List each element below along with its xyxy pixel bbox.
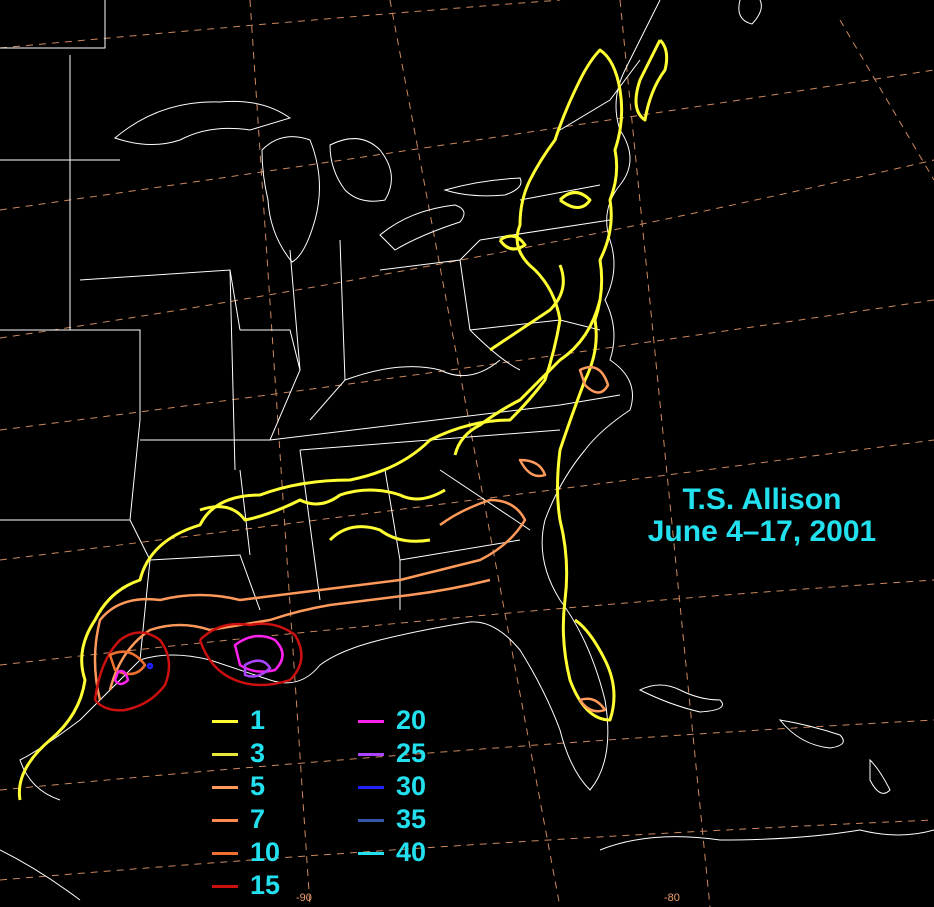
contour-10-15-inch: [93, 622, 303, 712]
map-title: T.S. Allison June 4–17, 2001: [612, 484, 912, 548]
legend-value: 3: [250, 738, 266, 768]
legend-value: 30: [396, 771, 427, 801]
legend-value: 20: [396, 705, 427, 735]
legend-value: 5: [250, 771, 266, 801]
longitude-label-80: -80: [664, 892, 680, 904]
date-range: June 4–17, 2001: [647, 515, 877, 548]
storm-name: T.S. Allison: [682, 483, 842, 516]
legend-swatch: [212, 819, 238, 822]
legend-value: 35: [396, 804, 427, 834]
contour-5-7-inch: [93, 365, 610, 713]
legend-swatch: [358, 786, 384, 789]
legend-value: 7: [250, 804, 266, 834]
legend-swatch: [212, 852, 238, 855]
contour-20-30-inch: [113, 634, 284, 686]
legend-swatch: [212, 753, 238, 756]
legend-value: 15: [250, 870, 281, 900]
legend-swatch: [358, 720, 384, 723]
longitude-label-90: -90: [296, 892, 312, 904]
legend-value: 1: [250, 705, 266, 735]
legend-swatch: [212, 786, 238, 789]
legend-value: 25: [396, 738, 427, 768]
legend-swatch: [212, 720, 238, 723]
legend-swatch: [212, 885, 238, 888]
legend-value: 10: [250, 837, 281, 867]
legend-swatch: [358, 753, 384, 756]
legend-swatch: [358, 819, 384, 822]
legend-value: 40: [396, 837, 427, 867]
contour-1-inch: [17, 38, 669, 801]
legend-swatch: [358, 852, 384, 855]
